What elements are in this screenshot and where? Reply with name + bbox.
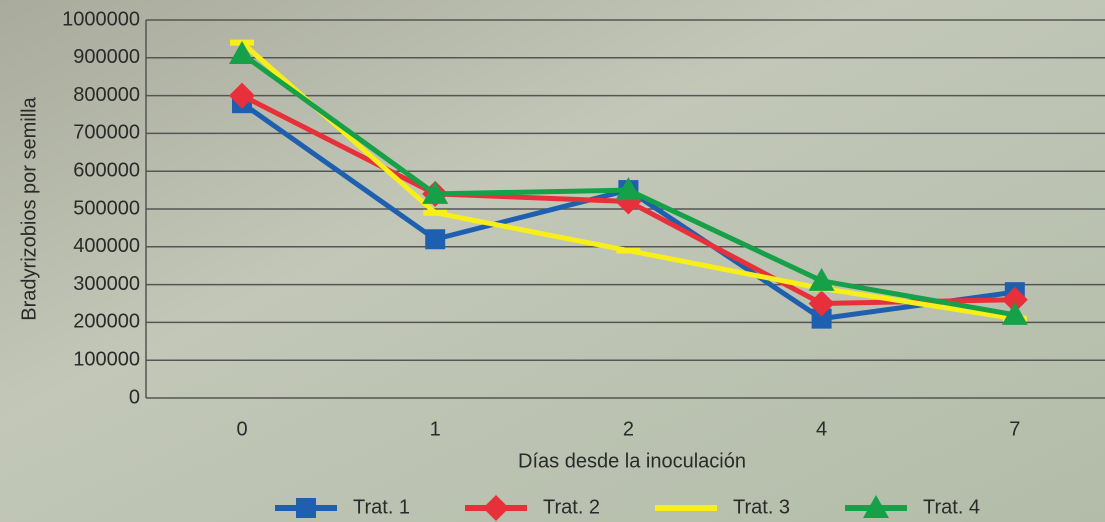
x-tick-label: 7 [1009,418,1020,440]
y-tick-label: 700000 [73,122,140,144]
legend-label: Trat. 3 [733,496,790,518]
marker [296,498,316,518]
marker [674,505,698,511]
x-tick-label: 0 [236,418,247,440]
y-tick-label: 1000000 [62,8,140,30]
y-tick-label: 300000 [73,273,140,295]
y-tick-label: 200000 [73,311,140,333]
y-tick-label: 600000 [73,159,140,181]
marker [616,248,640,254]
y-tick-label: 800000 [73,84,140,106]
marker [423,210,447,216]
y-tick-label: 500000 [73,197,140,219]
x-tick-label: 2 [623,418,634,440]
y-tick-label: 900000 [73,46,140,68]
y-tick-label: 0 [129,386,140,408]
legend-label: Trat. 2 [543,496,600,518]
x-tick-label: 4 [816,418,827,440]
y-tick-label: 100000 [73,348,140,370]
x-axis-label: Días desde la inoculación [518,450,746,472]
chart: Bradyrizobios por semilla Días desde la … [0,0,1105,522]
y-tick-label: 400000 [73,235,140,257]
background [0,0,1105,522]
x-tick-label: 1 [430,418,441,440]
y-axis-label: Bradyrizobios por semilla [18,96,40,320]
marker [425,229,445,249]
legend-label: Trat. 1 [353,496,410,518]
legend-label: Trat. 4 [923,496,980,518]
